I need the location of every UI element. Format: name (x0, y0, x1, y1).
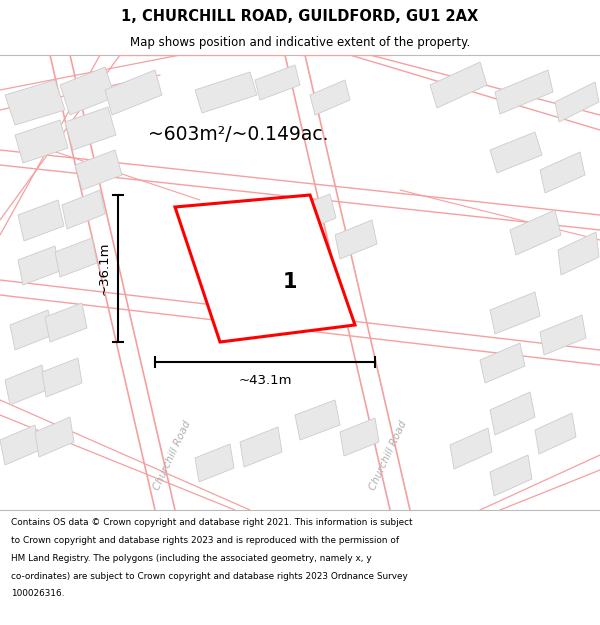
Text: ~36.1m: ~36.1m (97, 242, 110, 295)
Text: Map shows position and indicative extent of the property.: Map shows position and indicative extent… (130, 36, 470, 49)
Polygon shape (335, 220, 377, 259)
Polygon shape (15, 120, 68, 163)
Polygon shape (0, 425, 40, 465)
Polygon shape (430, 62, 487, 108)
Text: Churchill Road: Churchill Road (367, 419, 409, 491)
Polygon shape (490, 132, 542, 173)
Polygon shape (195, 72, 257, 113)
Polygon shape (260, 295, 303, 335)
Polygon shape (5, 365, 47, 405)
Polygon shape (555, 82, 599, 122)
Polygon shape (490, 292, 540, 334)
Polygon shape (340, 418, 379, 456)
Text: ~43.1m: ~43.1m (238, 374, 292, 386)
Text: 1, CHURCHILL ROAD, GUILDFORD, GU1 2AX: 1, CHURCHILL ROAD, GUILDFORD, GU1 2AX (121, 9, 479, 24)
Polygon shape (480, 343, 525, 383)
Polygon shape (10, 310, 53, 350)
Polygon shape (310, 80, 350, 115)
Text: to Crown copyright and database rights 2023 and is reproduced with the permissio: to Crown copyright and database rights 2… (11, 536, 399, 545)
Text: 1: 1 (283, 272, 297, 292)
Text: Churchill Road: Churchill Road (151, 419, 193, 491)
Polygon shape (18, 246, 60, 285)
Polygon shape (175, 195, 355, 342)
Polygon shape (540, 152, 585, 193)
Text: Contains OS data © Crown copyright and database right 2021. This information is : Contains OS data © Crown copyright and d… (11, 518, 412, 527)
Polygon shape (450, 428, 492, 469)
Polygon shape (65, 107, 116, 150)
Polygon shape (62, 190, 105, 229)
Polygon shape (42, 358, 82, 397)
Text: 100026316.: 100026316. (11, 589, 64, 598)
Polygon shape (105, 70, 162, 115)
Polygon shape (18, 200, 64, 241)
Polygon shape (75, 150, 122, 190)
Polygon shape (290, 194, 336, 234)
Polygon shape (5, 80, 65, 125)
Text: co-ordinates) are subject to Crown copyright and database rights 2023 Ordnance S: co-ordinates) are subject to Crown copyr… (11, 571, 407, 581)
Polygon shape (558, 232, 599, 275)
Polygon shape (295, 400, 340, 440)
Text: HM Land Registry. The polygons (including the associated geometry, namely x, y: HM Land Registry. The polygons (includin… (11, 554, 371, 562)
Polygon shape (60, 67, 115, 115)
Polygon shape (240, 427, 282, 467)
Polygon shape (255, 65, 300, 100)
Polygon shape (510, 210, 561, 255)
Polygon shape (535, 413, 576, 454)
Polygon shape (35, 417, 74, 457)
Text: ~603m²/~0.149ac.: ~603m²/~0.149ac. (148, 126, 329, 144)
Polygon shape (490, 455, 532, 496)
Polygon shape (45, 303, 87, 342)
Polygon shape (490, 392, 535, 435)
Polygon shape (195, 444, 234, 482)
Polygon shape (300, 277, 343, 317)
Polygon shape (540, 315, 586, 355)
Polygon shape (495, 70, 553, 114)
Polygon shape (55, 238, 97, 277)
